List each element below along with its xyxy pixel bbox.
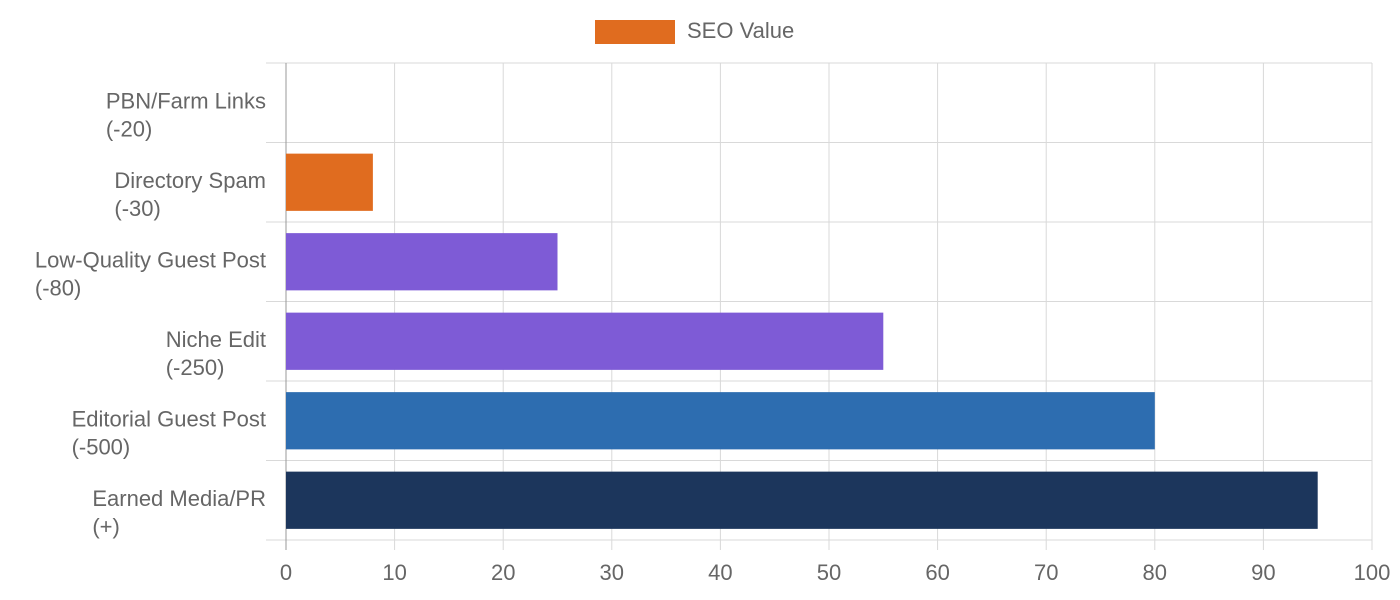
- legend-swatch: [595, 20, 675, 44]
- y-tick-label: (-80): [35, 276, 81, 301]
- y-tick-label: Editorial Guest Post: [72, 407, 266, 432]
- y-tick-label: Niche Edit: [166, 327, 266, 352]
- x-tick-label: 40: [708, 560, 732, 585]
- x-tick-label: 90: [1251, 560, 1275, 585]
- y-tick-label: Earned Media/PR: [92, 486, 266, 511]
- x-tick-label: 0: [280, 560, 292, 585]
- y-tick-label: (-250): [166, 355, 225, 380]
- x-tick-label: 20: [491, 560, 515, 585]
- bar: [286, 312, 884, 370]
- y-tick-label: (+): [92, 514, 120, 539]
- bar: [286, 471, 1318, 529]
- x-tick-label: 60: [925, 560, 949, 585]
- bar: [286, 233, 558, 291]
- legend-label: SEO Value: [687, 18, 794, 43]
- x-tick-label: 50: [817, 560, 841, 585]
- y-tick-label: (-20): [106, 117, 152, 142]
- x-tick-label: 30: [600, 560, 624, 585]
- x-tick-label: 80: [1143, 560, 1167, 585]
- x-tick-label: 70: [1034, 560, 1058, 585]
- y-tick-label: Low-Quality Guest Post: [35, 248, 266, 273]
- y-tick-label: PBN/Farm Links: [106, 89, 266, 114]
- y-tick-label: (-500): [72, 435, 131, 460]
- y-tick-label: Directory Spam: [114, 168, 266, 193]
- x-tick-label: 10: [382, 560, 406, 585]
- x-tick-label: 100: [1354, 560, 1391, 585]
- bar: [286, 153, 373, 211]
- y-tick-label: (-30): [114, 196, 160, 221]
- bar: [286, 392, 1155, 450]
